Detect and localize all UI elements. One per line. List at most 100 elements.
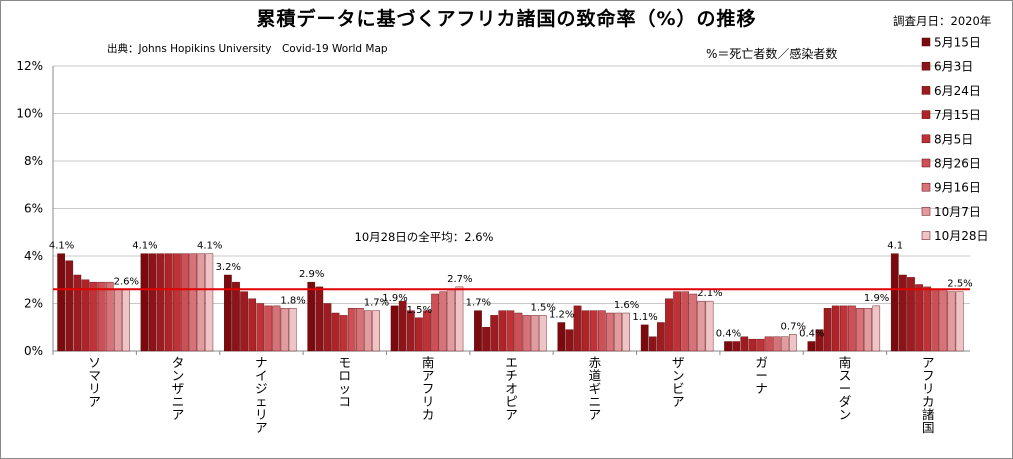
bar: [640, 324, 649, 352]
bar: [748, 338, 757, 352]
y-tick-label: 4%: [24, 249, 43, 263]
bar: [431, 293, 439, 352]
bar: [831, 305, 840, 352]
legend-label: 6月24日: [934, 84, 981, 98]
bar: [530, 315, 539, 352]
y-tick-label: 10%: [16, 107, 43, 121]
legend-swatch: [921, 134, 931, 144]
data-label: 1.8%: [280, 295, 305, 306]
bar: [240, 291, 248, 352]
x-tick-label: エチオピア: [505, 355, 518, 422]
bar: [224, 274, 232, 352]
data-label: 3.2%: [216, 262, 241, 273]
data-label: 2.5%: [947, 279, 972, 290]
bar: [589, 310, 598, 352]
bar: [256, 303, 265, 352]
legend-label: 10月28日: [934, 229, 989, 243]
bar: [657, 322, 665, 352]
data-label: 1.7%: [466, 298, 491, 309]
bar: [724, 341, 732, 352]
bar: [490, 315, 499, 352]
bar: [565, 329, 574, 352]
bar: [140, 253, 149, 352]
bar: [939, 289, 948, 352]
chart-title: 累積データに基づくアフリカ諸国の致命率（%）の推移: [256, 8, 757, 30]
bar: [514, 312, 523, 352]
y-tick-label: 6%: [24, 202, 43, 216]
source-note: 出典：Johns Hopikins University Covid-19 Wo…: [107, 43, 388, 55]
data-label: 4.1%: [49, 241, 74, 252]
bar: [482, 327, 490, 352]
x-tick-label: アフリカ諸国: [922, 355, 935, 435]
bar: [406, 310, 415, 352]
x-tick-label: 南スーダン: [839, 355, 852, 422]
bar: [872, 305, 881, 352]
data-label: 1.7%: [364, 298, 389, 309]
bar: [506, 310, 515, 352]
legend-label: 9月16日: [934, 181, 981, 195]
bar: [856, 308, 864, 352]
bar: [740, 336, 749, 352]
bar: [789, 334, 797, 352]
bar: [65, 260, 74, 352]
legend-swatch: [921, 158, 931, 168]
bar: [522, 315, 531, 352]
bar: [907, 277, 915, 352]
bar: [122, 289, 130, 352]
bar: [364, 310, 372, 352]
bar: [81, 279, 90, 352]
x-tick-label: タンザニア: [172, 355, 185, 422]
bar: [732, 341, 741, 352]
bar: [915, 284, 923, 352]
y-tick-label: 0%: [24, 344, 43, 358]
bar: [339, 315, 348, 352]
bar: [955, 291, 964, 352]
bar: [474, 310, 482, 352]
bar: [815, 329, 824, 352]
x-tick-label: ナイジェリア: [255, 355, 268, 435]
data-label: 1.1%: [632, 312, 657, 323]
bar: [272, 305, 281, 352]
legend-label: 8月5日: [934, 132, 973, 146]
data-label: 4.1%: [132, 241, 157, 252]
bar: [323, 303, 332, 352]
data-label: 1.5%: [407, 305, 432, 316]
x-tick-label: 赤道ギニア: [589, 355, 602, 422]
bar: [606, 312, 614, 352]
bar: [573, 305, 582, 352]
bar: [455, 286, 464, 352]
bar: [681, 291, 690, 352]
bar: [890, 253, 899, 352]
y-tick-label: 2%: [24, 297, 43, 311]
bar: [89, 281, 98, 352]
bar: [347, 308, 356, 352]
legend-label: 5月15日: [934, 36, 981, 50]
bar: [899, 274, 907, 352]
bar: [173, 253, 181, 352]
bar: [705, 300, 714, 352]
bar: [648, 336, 657, 352]
x-tick-label: ソマリア: [88, 355, 101, 409]
bar: [148, 253, 157, 352]
bar: [205, 253, 214, 352]
bar: [73, 274, 82, 352]
bar: [622, 312, 630, 352]
x-tick-label: モロッコ: [339, 355, 352, 409]
legend-title: 調査月日：2020年: [893, 14, 992, 28]
legend-swatch: [921, 231, 931, 240]
data-label: 2.7%: [447, 274, 472, 285]
bar: [665, 298, 673, 352]
x-tick-label: 南アフリカ: [422, 355, 435, 422]
bar: [248, 298, 257, 352]
legend-label: 7月15日: [934, 108, 981, 122]
bar: [498, 310, 507, 352]
bar: [439, 291, 448, 352]
legend-label: 8月26日: [934, 157, 981, 171]
bar: [189, 253, 197, 352]
legend-swatch: [921, 182, 931, 192]
data-label: 2.1%: [697, 288, 722, 299]
bar: [390, 305, 399, 352]
data-label: 0.4%: [716, 329, 741, 340]
bar: [264, 305, 273, 352]
